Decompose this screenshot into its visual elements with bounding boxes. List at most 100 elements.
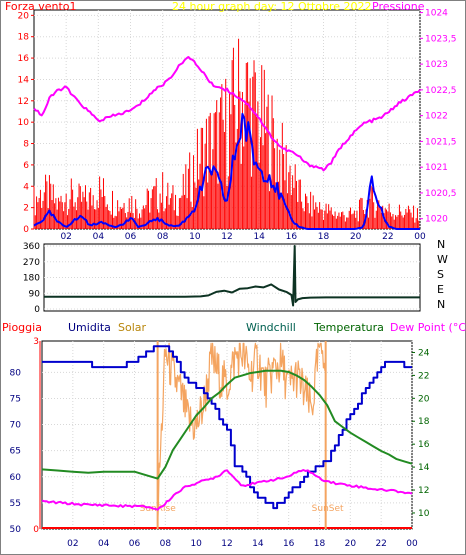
- temperature-tick-label: 24: [418, 348, 430, 358]
- wind-tick-label: 8: [23, 140, 29, 150]
- wind-tick-label: 4: [23, 182, 29, 192]
- compass-label: S: [437, 268, 444, 281]
- humidity-tick-label: 70: [10, 421, 22, 431]
- time-tick-label: 06: [125, 232, 137, 242]
- compass-label: N: [437, 298, 445, 311]
- top-chart-title: 24 hour graph day: 12 Ottobre 2022: [172, 0, 372, 13]
- legend-temperature: Temperatura: [313, 321, 384, 334]
- pressure-tick-label: 1024: [425, 9, 448, 19]
- pressure-line: [33, 56, 421, 172]
- humidity-tick-label: 55: [10, 499, 21, 509]
- time-tick-label: 14: [252, 539, 264, 549]
- time-tick-label: 18: [314, 539, 326, 549]
- pressure-tick-label: 1023: [425, 60, 448, 70]
- wind-tick-label: 18: [18, 33, 30, 43]
- wind-tick-label: 12: [18, 97, 29, 107]
- temperature-humidity-panel: Pioggia Umidita Solar Windchill Temperat…: [2, 321, 466, 549]
- compass-label: E: [437, 283, 444, 296]
- time-tick-label: 16: [286, 232, 298, 242]
- pressure-tick-label: 1021: [425, 163, 448, 173]
- bottom-x-ticks: 02 04 06 08 10 12 14 16 18 20 22 00: [67, 539, 418, 549]
- pressure-axis-label: Pressione: [372, 0, 425, 13]
- top-series-lines: [33, 56, 421, 230]
- temperature-y-ticks: 24 22 20 18 16 14 12 10: [412, 348, 430, 519]
- time-tick-label: 08: [160, 539, 172, 549]
- solar-line: [157, 342, 327, 525]
- rain-y-ticks: 30: [33, 337, 41, 535]
- temperature-tick-label: 12: [418, 486, 429, 496]
- time-tick-label: 12: [221, 539, 232, 549]
- time-tick-label: 10: [189, 232, 201, 242]
- humidity-tick-label: 50: [10, 525, 22, 535]
- humidity-tick-label: 75: [10, 394, 21, 404]
- time-tick-label: 02: [60, 232, 71, 242]
- time-tick-label: 00: [406, 539, 418, 549]
- time-tick-label: 22: [382, 232, 393, 242]
- pressure-tick-label: 1020,5: [425, 189, 457, 199]
- temperature-tick-label: 10: [418, 509, 430, 519]
- top-x-ticks: 02 04 06 08 10 12 14 16 18 20 22 00: [60, 232, 426, 242]
- direction-plot-area: [43, 243, 421, 312]
- temperature-line: [41, 369, 413, 480]
- time-tick-label: 12: [221, 232, 232, 242]
- bottom-legend: Pioggia Umidita Solar Windchill Temperat…: [2, 321, 466, 334]
- pressure-tick-label: 1021,5: [425, 137, 457, 147]
- time-tick-label: 04: [93, 232, 105, 242]
- pressure-tick-label: 1020: [425, 215, 448, 225]
- pressure-y-ticks: 1024 1023,5 1023 1022,5 1022 1021,5 1021 1020,5…: [420, 9, 457, 225]
- wind-tick-label: 10: [18, 118, 30, 128]
- time-tick-label: 02: [67, 539, 78, 549]
- rain-tick-label: 0: [33, 525, 39, 535]
- humidity-line: [42, 345, 412, 510]
- humidity-tick-label: 65: [10, 447, 21, 457]
- legend-dew-point: Dew Point (°C): [390, 321, 466, 334]
- time-tick-label: 10: [190, 539, 202, 549]
- wind-tick-label: 16: [18, 54, 30, 64]
- bottom-series-lines: [41, 342, 413, 525]
- direction-tick-label: 0: [34, 305, 40, 315]
- pressure-tick-label: 1022,5: [425, 86, 457, 96]
- time-tick-label: 04: [98, 539, 110, 549]
- pressure-tick-label: 1023,5: [425, 34, 457, 44]
- compass-label: W: [437, 253, 448, 266]
- temperature-tick-label: 22: [418, 371, 429, 381]
- direction-tick-label: 90: [29, 289, 41, 299]
- legend-humidity: Umidita: [68, 321, 111, 334]
- wind-tick-label: 20: [18, 11, 30, 21]
- legend-windchill: Windchill: [246, 321, 296, 334]
- humidity-tick-label: 60: [10, 473, 22, 483]
- temperature-tick-label: 18: [418, 417, 430, 427]
- temperature-tick-label: 14: [418, 463, 430, 473]
- time-tick-label: 14: [253, 232, 265, 242]
- compass-label: N: [437, 238, 445, 251]
- time-tick-label: 06: [129, 539, 141, 549]
- direction-line: [44, 245, 420, 307]
- temperature-tick-label: 20: [418, 394, 430, 404]
- direction-series: [44, 245, 420, 307]
- dew-point-line: [41, 469, 413, 511]
- time-tick-label: 00: [414, 232, 426, 242]
- wind-tick-label: 0: [23, 225, 29, 235]
- wind-average-line: [33, 112, 420, 230]
- pressure-tick-label: 1022: [425, 112, 448, 122]
- legend-solar: Solar: [118, 321, 147, 334]
- time-tick-label: 20: [345, 539, 357, 549]
- time-tick-label: 18: [318, 232, 330, 242]
- legend-rain: Pioggia: [2, 321, 42, 334]
- wind-pressure-panel: Forza vento1 24 hour graph day: 12 Ottob…: [5, 0, 457, 242]
- direction-y-ticks: 360 270 180 90 0: [23, 242, 420, 315]
- direction-tick-label: 270: [23, 258, 40, 268]
- time-tick-label: 16: [283, 539, 295, 549]
- time-tick-label: 22: [375, 539, 386, 549]
- wind-tick-label: 6: [23, 161, 29, 171]
- sunset-label: SunSet: [312, 504, 344, 514]
- time-tick-label: 20: [350, 232, 362, 242]
- wind-axis-label: Forza vento1: [5, 0, 77, 13]
- rain-tick-label: 3: [33, 337, 39, 347]
- direction-tick-label: 360: [23, 242, 40, 252]
- wind-tick-label: 2: [23, 204, 29, 214]
